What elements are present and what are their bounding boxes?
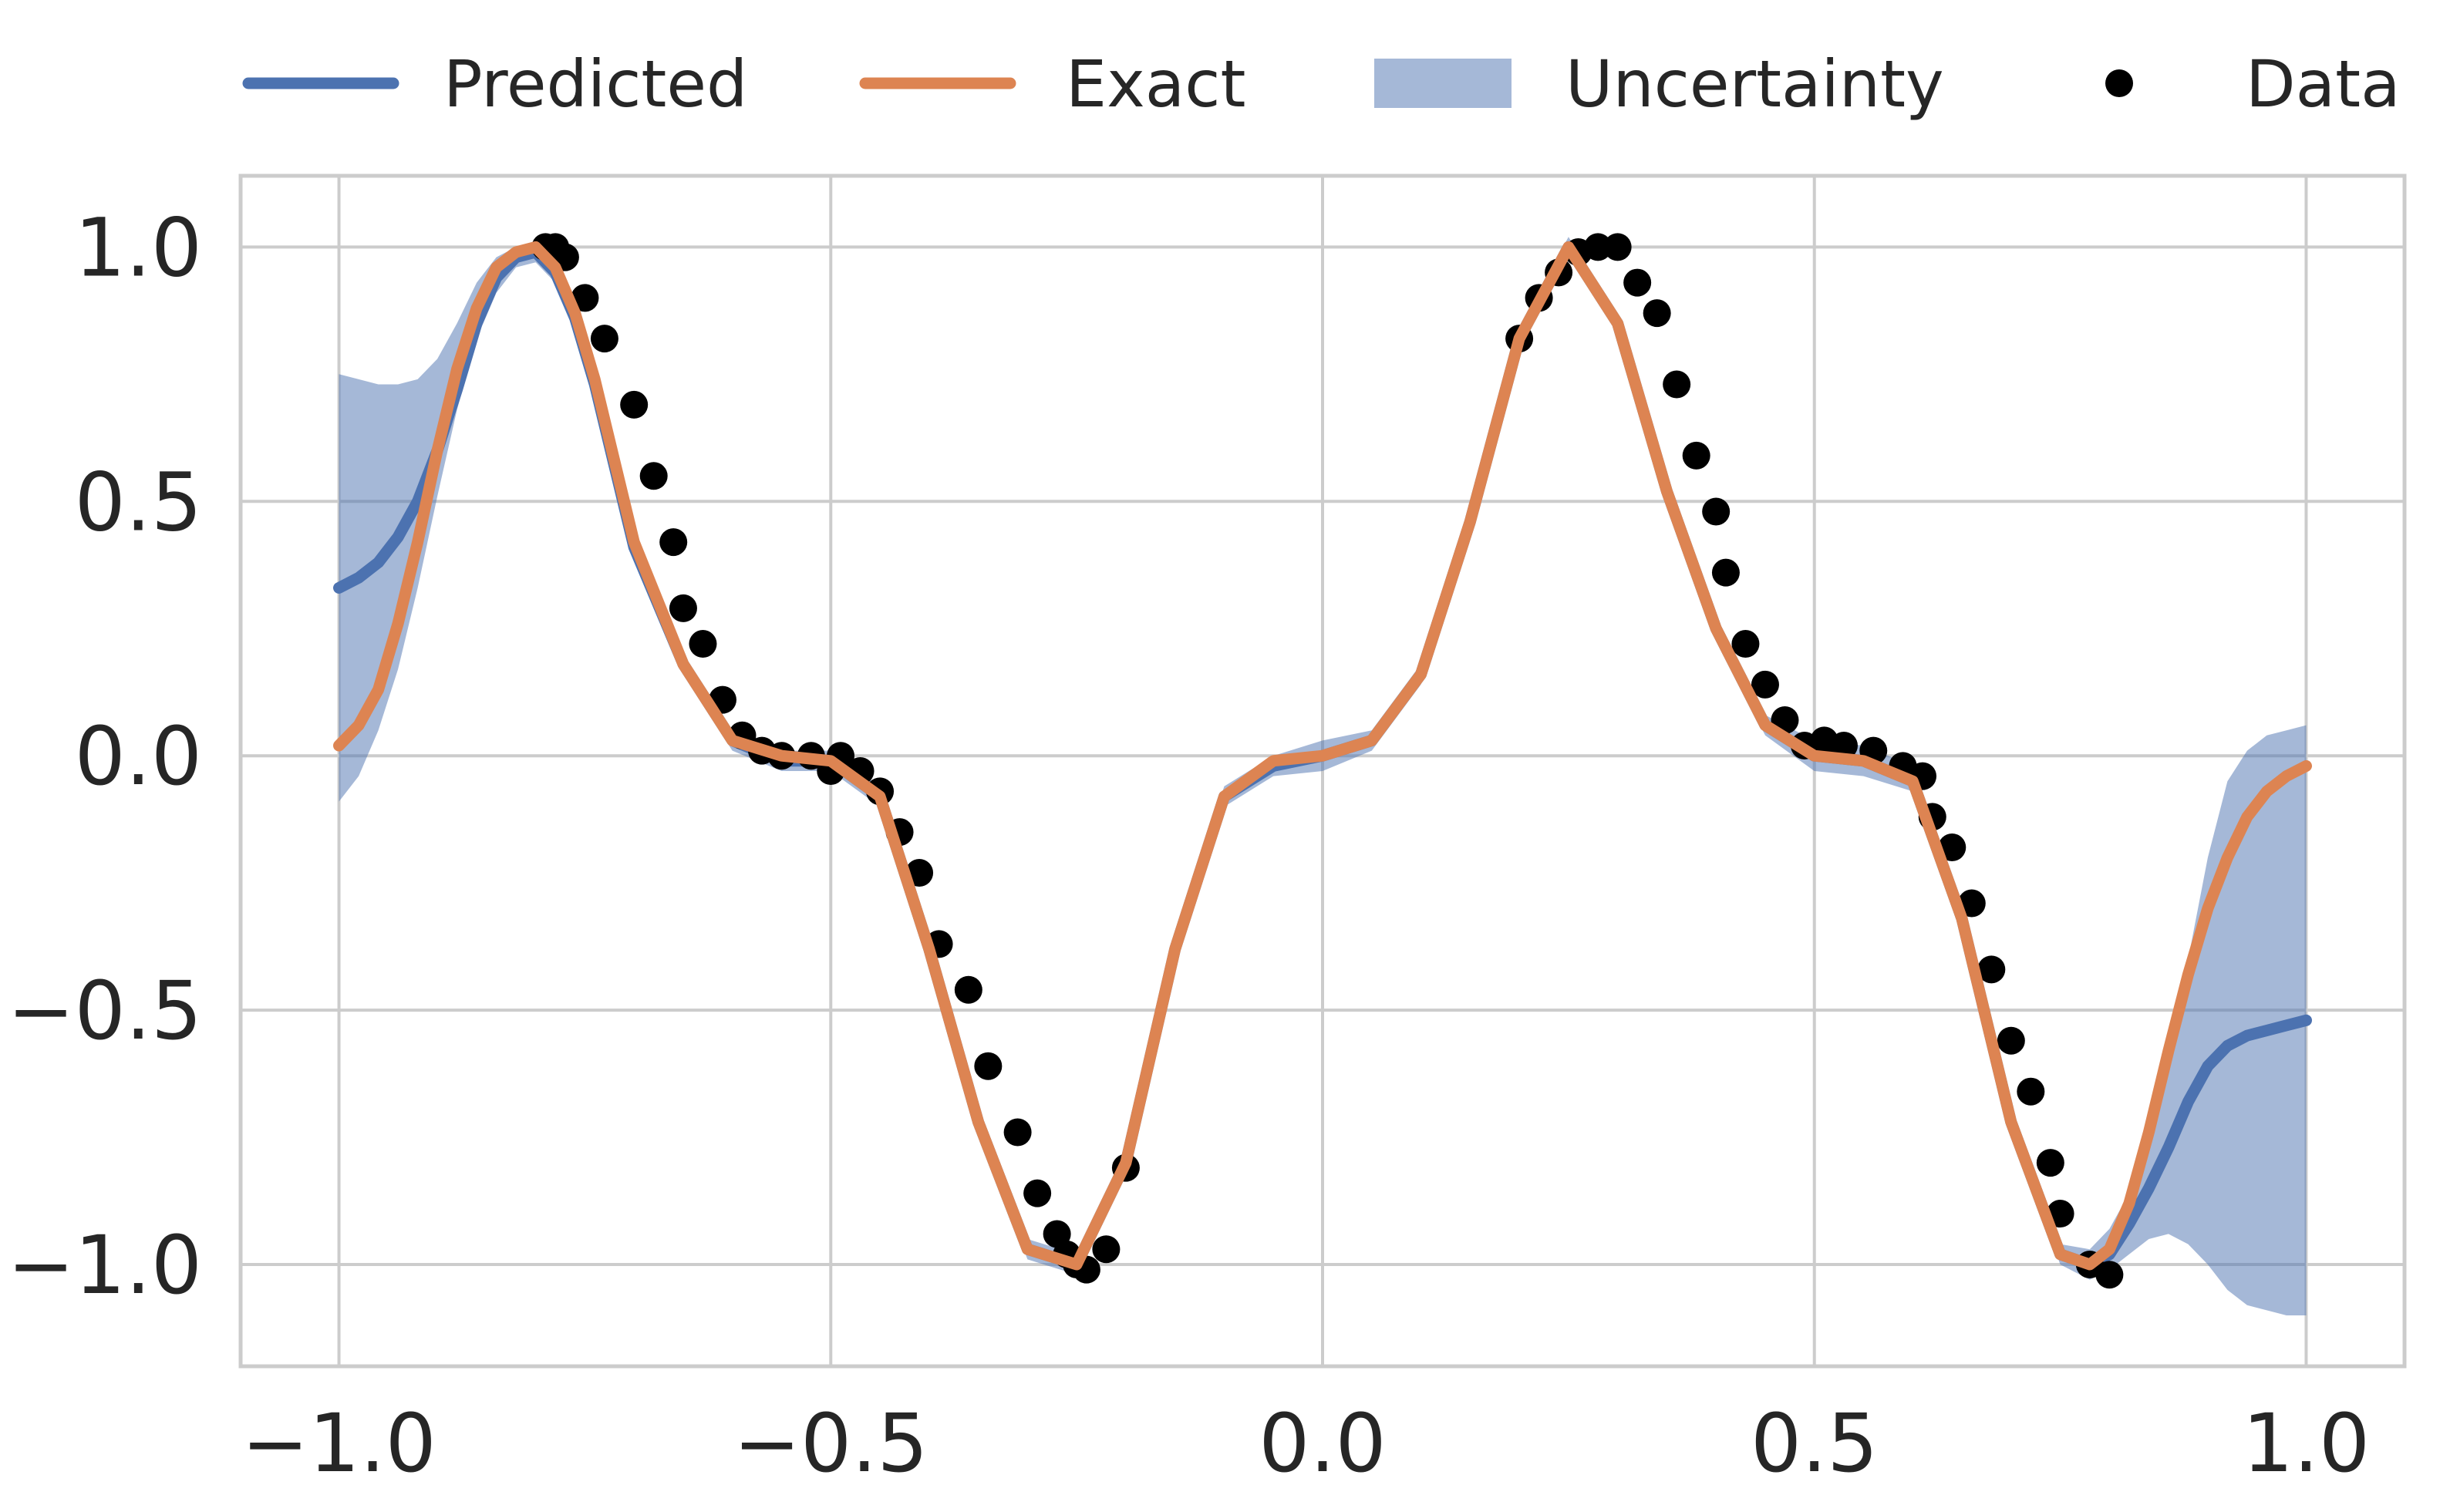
- data-point: [1997, 1026, 2025, 1055]
- data-point: [974, 1052, 1003, 1080]
- data-point: [1003, 1118, 1032, 1147]
- data-point: [571, 284, 599, 312]
- data-point: [1731, 630, 1760, 658]
- legend-swatch-data: [2105, 69, 2133, 97]
- y-tick-label: 0.0: [75, 709, 202, 803]
- legend-entry-exact: Exact: [859, 46, 1245, 122]
- data-point: [2017, 1077, 2045, 1106]
- data-point: [1643, 299, 1671, 328]
- data-point: [1702, 497, 1731, 526]
- legend-entry-data: Data: [2105, 46, 2401, 122]
- x-tick-label: 1.0: [2243, 1396, 2370, 1490]
- data-point: [2036, 1149, 2064, 1177]
- x-tick-label: −1.0: [241, 1396, 436, 1490]
- y-tick-label: −1.0: [7, 1218, 202, 1312]
- y-tick-label: −0.5: [7, 964, 202, 1058]
- data-point: [1977, 955, 2006, 984]
- y-tick-labels: −1.0 −0.5 0.0 0.5 1.0: [7, 200, 202, 1312]
- y-tick-label: 0.5: [75, 455, 202, 549]
- y-tick-label: 1.0: [75, 200, 202, 295]
- data-point: [620, 390, 649, 419]
- x-tick-label: 0.5: [1751, 1396, 1878, 1490]
- data-point: [669, 594, 697, 622]
- data-point: [1751, 670, 1779, 699]
- plot-frame: [238, 173, 2407, 1369]
- x-tick-label: 0.0: [1259, 1396, 1386, 1490]
- data-point: [1711, 558, 1740, 587]
- legend-swatch-uncertainty: [1374, 59, 1512, 108]
- data-point: [1663, 370, 1691, 399]
- x-tick-labels: −1.0 −0.5 0.0 0.5 1.0: [241, 1396, 2370, 1490]
- legend-label: Uncertainty: [1565, 46, 1944, 122]
- data-point: [590, 325, 618, 353]
- legend-entry-predicted: Predicted: [242, 46, 747, 122]
- data-point: [1938, 833, 1966, 861]
- data-point: [659, 528, 688, 557]
- legend-entry-uncertainty: Uncertainty: [1374, 46, 1944, 122]
- legend-label: Data: [2246, 46, 2401, 122]
- data-point: [1682, 441, 1710, 470]
- data-point: [2095, 1261, 2124, 1289]
- legend-label: Predicted: [443, 46, 747, 122]
- data-point: [689, 630, 717, 658]
- legend: Predicted Exact Uncertainty Data: [242, 46, 2401, 122]
- x-tick-label: −0.5: [733, 1396, 928, 1490]
- data-point: [639, 462, 668, 490]
- data-point: [1623, 268, 1652, 297]
- data-point: [954, 975, 982, 1004]
- legend-label: Exact: [1066, 46, 1245, 122]
- exact-line: [333, 241, 2312, 1271]
- data-point: [1092, 1235, 1121, 1264]
- data-point: [1023, 1179, 1052, 1207]
- data-point: [1603, 233, 1632, 261]
- data-point: [1584, 233, 1613, 261]
